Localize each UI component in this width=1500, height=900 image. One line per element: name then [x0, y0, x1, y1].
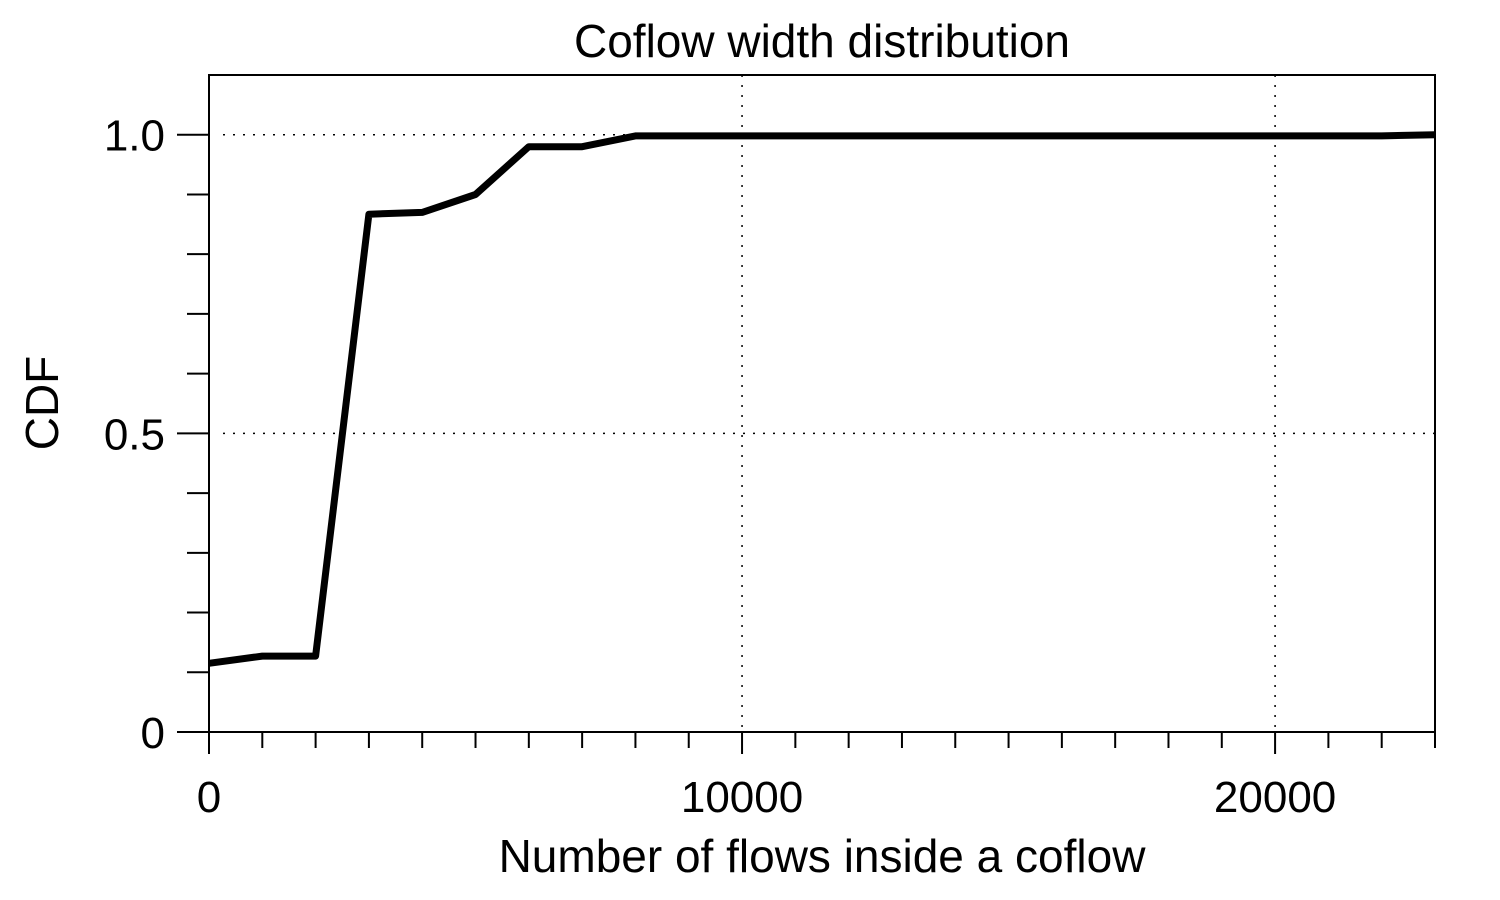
data-series	[208, 131, 1436, 667]
y-tick-label: 0.5	[104, 410, 165, 459]
x-axis-label: Number of flows inside a coflow	[499, 830, 1147, 882]
x-tick-label: 0	[197, 773, 221, 822]
cdf-series-line-0	[208, 131, 1436, 667]
chart-title: Coflow width distribution	[574, 15, 1070, 67]
axis-tick-labels: 0 10000 20000 0 0.5 1.0	[104, 112, 1336, 822]
y-axis-label: CDF	[16, 356, 68, 451]
y-tick-label: 1.0	[104, 112, 165, 161]
plot-frame	[208, 74, 1436, 733]
y-tick-label: 0	[141, 709, 165, 758]
grid-lines	[223, 75, 1435, 732]
x-tick-label: 10000	[681, 773, 803, 822]
x-tick-label: 20000	[1214, 773, 1336, 822]
axis-ticks	[177, 133, 1436, 754]
